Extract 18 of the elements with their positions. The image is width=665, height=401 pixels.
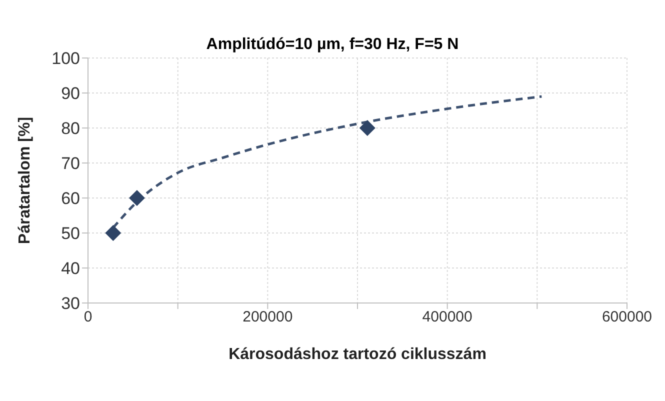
x-axis-title: Károsodáshoz tartozó ciklusszám	[228, 346, 486, 363]
y-tick-label: 90	[61, 84, 80, 104]
point	[128, 190, 145, 206]
y-tick-label: 50	[61, 224, 80, 244]
point	[359, 120, 376, 136]
y-tick-label: 60	[61, 189, 80, 208]
y-tick-label: 70	[61, 154, 80, 174]
x-tick-label: 0	[84, 308, 92, 326]
point	[105, 225, 122, 241]
x-tick-label: 600000	[602, 308, 652, 326]
chart-title: Amplitúdó=10 µm, f=30 Hz, F=5 N	[206, 36, 459, 53]
x-tick-label: 200000	[242, 308, 293, 326]
y-tick-label: 80	[61, 119, 80, 138]
y-axis-title: Páratartalom [%]	[16, 116, 34, 244]
y-tick-label: 40	[61, 259, 80, 278]
y-tick-label: 100	[52, 49, 80, 68]
y-tick-label: 30	[61, 294, 80, 314]
x-tick-label: 400000	[422, 308, 472, 326]
